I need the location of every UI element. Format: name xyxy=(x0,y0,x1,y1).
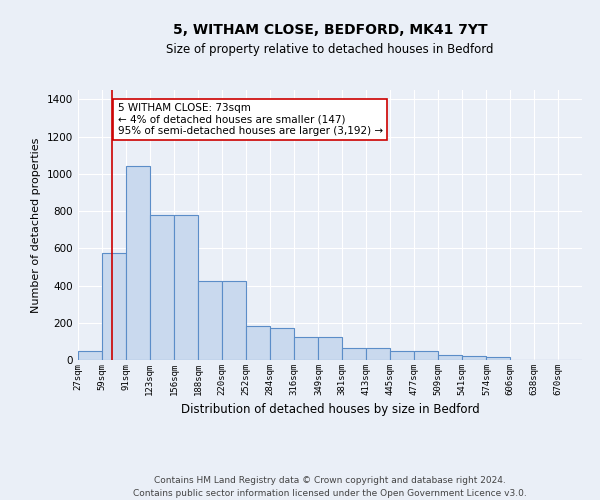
Text: 5 WITHAM CLOSE: 73sqm
← 4% of detached houses are smaller (147)
95% of semi-deta: 5 WITHAM CLOSE: 73sqm ← 4% of detached h… xyxy=(118,103,383,136)
Bar xyxy=(198,281,222,360)
Text: 5, WITHAM CLOSE, BEDFORD, MK41 7YT: 5, WITHAM CLOSE, BEDFORD, MK41 7YT xyxy=(173,22,487,36)
Bar xyxy=(78,351,102,360)
Bar xyxy=(246,326,270,360)
Y-axis label: Number of detached properties: Number of detached properties xyxy=(31,138,41,312)
Bar xyxy=(487,356,511,360)
Bar xyxy=(222,281,246,360)
Bar xyxy=(462,356,487,360)
Bar xyxy=(438,356,462,360)
Text: Contains HM Land Registry data © Crown copyright and database right 2024.: Contains HM Land Registry data © Crown c… xyxy=(154,476,506,485)
Text: Size of property relative to detached houses in Bedford: Size of property relative to detached ho… xyxy=(166,42,494,56)
Bar xyxy=(175,215,198,360)
Bar xyxy=(390,351,414,360)
Text: Contains public sector information licensed under the Open Government Licence v3: Contains public sector information licen… xyxy=(133,489,527,498)
Bar xyxy=(319,336,343,360)
Bar xyxy=(270,328,294,360)
Bar xyxy=(126,166,149,360)
Bar xyxy=(149,215,175,360)
Bar xyxy=(414,351,438,360)
Bar xyxy=(343,348,366,360)
Bar xyxy=(366,348,390,360)
Bar xyxy=(102,254,126,360)
X-axis label: Distribution of detached houses by size in Bedford: Distribution of detached houses by size … xyxy=(181,404,479,416)
Bar xyxy=(294,336,319,360)
